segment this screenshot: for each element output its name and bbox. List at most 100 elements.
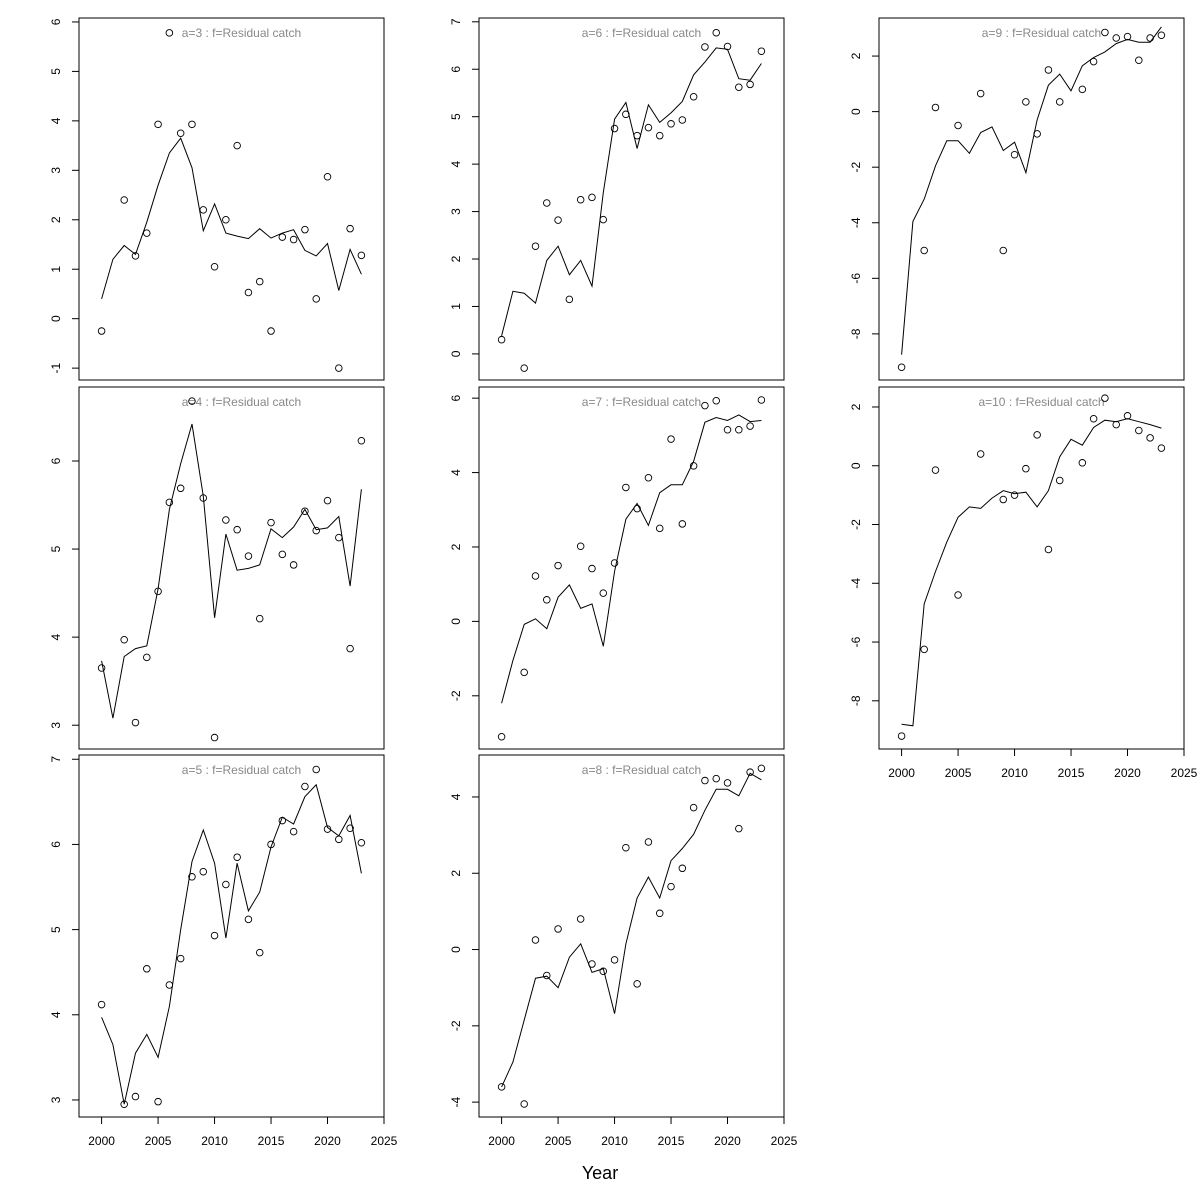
fit-line bbox=[901, 26, 1162, 355]
y-tick-label: 6 bbox=[449, 66, 463, 73]
data-point bbox=[255, 277, 264, 286]
data-point bbox=[335, 364, 343, 372]
data-point bbox=[165, 29, 174, 37]
data-point bbox=[154, 120, 162, 129]
data-point bbox=[233, 853, 241, 861]
panel-title: a=5 : f=Residual catch bbox=[182, 763, 301, 777]
panel-title: a=8 : f=Residual catch bbox=[582, 763, 701, 777]
data-point bbox=[931, 103, 940, 112]
data-point bbox=[689, 462, 698, 470]
data-point bbox=[588, 564, 596, 573]
data-point bbox=[701, 776, 709, 785]
y-tick-label: -2 bbox=[449, 690, 463, 701]
data-point bbox=[143, 229, 151, 237]
data-point bbox=[712, 397, 720, 405]
x-tick-label: 2010 bbox=[1001, 766, 1028, 780]
data-point bbox=[131, 718, 140, 727]
plot-frame bbox=[78, 386, 385, 750]
data-point bbox=[554, 216, 562, 224]
data-point bbox=[520, 668, 528, 677]
y-tick-label: 5 bbox=[49, 545, 63, 552]
panel: a=8 : f=Residual catch -4 -2 0 2 4 2000 2005 201… bbox=[449, 754, 798, 1148]
data-point bbox=[357, 838, 366, 847]
data-point bbox=[1112, 420, 1120, 429]
data-point bbox=[655, 524, 664, 533]
y-tick-label: -8 bbox=[849, 328, 863, 339]
data-point bbox=[667, 435, 675, 443]
y-tick-label: 0 bbox=[449, 946, 463, 953]
y-tick-label: 1 bbox=[449, 303, 463, 310]
y-tick-label: 4 bbox=[449, 469, 463, 476]
fit-line bbox=[501, 414, 762, 704]
data-point bbox=[520, 1100, 528, 1108]
data-point bbox=[346, 224, 354, 233]
data-point bbox=[678, 864, 687, 873]
panel: a=5 : f=Residual catch 3 4 5 6 7 2000 2005 2010 2… bbox=[49, 754, 398, 1148]
x-tick-label: 2000 bbox=[888, 766, 915, 780]
data-point bbox=[701, 401, 709, 410]
data-point bbox=[312, 526, 320, 535]
data-point bbox=[210, 733, 219, 742]
data-point bbox=[1055, 476, 1064, 485]
x-tick-label: 2020 bbox=[714, 1134, 741, 1148]
data-point bbox=[244, 288, 253, 297]
y-tick-label: 4 bbox=[49, 633, 63, 640]
fit-line bbox=[901, 418, 1162, 727]
data-point bbox=[1157, 31, 1166, 39]
data-point bbox=[644, 838, 653, 846]
y-tick-label: 6 bbox=[49, 841, 63, 848]
plot-frame bbox=[878, 386, 1185, 750]
data-point bbox=[278, 233, 287, 241]
x-tick-label: 2005 bbox=[945, 766, 972, 780]
data-point bbox=[1135, 426, 1143, 435]
data-point bbox=[1101, 28, 1109, 37]
y-tick-label: 7 bbox=[49, 756, 63, 763]
data-point bbox=[723, 426, 732, 434]
y-tick-label: 7 bbox=[449, 18, 463, 25]
data-point bbox=[131, 252, 140, 260]
data-point bbox=[1135, 56, 1143, 64]
panel-title: a=4 : f=Residual catch bbox=[182, 395, 301, 409]
panel-title: a=10 : f=Residual catch bbox=[978, 395, 1104, 409]
panel: a=3 : f=Residual catch -1 0 1 2 3 4 5 6 bbox=[49, 17, 385, 381]
data-point bbox=[143, 653, 151, 662]
data-point bbox=[176, 484, 185, 493]
data-point bbox=[689, 803, 698, 812]
data-point bbox=[97, 664, 106, 672]
data-point bbox=[735, 83, 743, 92]
data-point bbox=[520, 364, 528, 372]
data-point bbox=[222, 216, 230, 224]
data-point bbox=[678, 116, 687, 124]
data-point bbox=[199, 867, 208, 876]
data-point bbox=[1123, 412, 1132, 420]
y-tick-label: 2 bbox=[49, 216, 63, 223]
y-tick-label: -2 bbox=[449, 1020, 463, 1031]
data-point bbox=[588, 193, 596, 202]
x-tick-label: 2015 bbox=[258, 1134, 285, 1148]
data-point bbox=[289, 561, 298, 569]
x-tick-label: 2025 bbox=[771, 1134, 798, 1148]
x-tick-label: 2010 bbox=[201, 1134, 228, 1148]
data-point bbox=[622, 843, 630, 852]
y-tick-label: -4 bbox=[849, 217, 863, 228]
data-point bbox=[120, 636, 128, 644]
data-point bbox=[999, 246, 1008, 255]
fit-line bbox=[501, 47, 762, 337]
data-point bbox=[176, 954, 185, 963]
data-point bbox=[735, 824, 743, 833]
x-tick-label: 2000 bbox=[88, 1134, 115, 1148]
data-point bbox=[1022, 98, 1030, 106]
data-point bbox=[576, 542, 585, 550]
panel-title: a=3 : f=Residual catch bbox=[182, 26, 301, 40]
data-point bbox=[757, 47, 766, 55]
data-point bbox=[543, 971, 551, 980]
data-point bbox=[667, 882, 675, 891]
data-point bbox=[312, 295, 320, 303]
data-point bbox=[565, 295, 574, 304]
x-tick-label: 2005 bbox=[145, 1134, 172, 1148]
data-point bbox=[920, 246, 928, 255]
panel: a=4 : f=Residual catch 3 4 5 6 bbox=[49, 386, 385, 750]
data-point bbox=[1044, 66, 1053, 74]
